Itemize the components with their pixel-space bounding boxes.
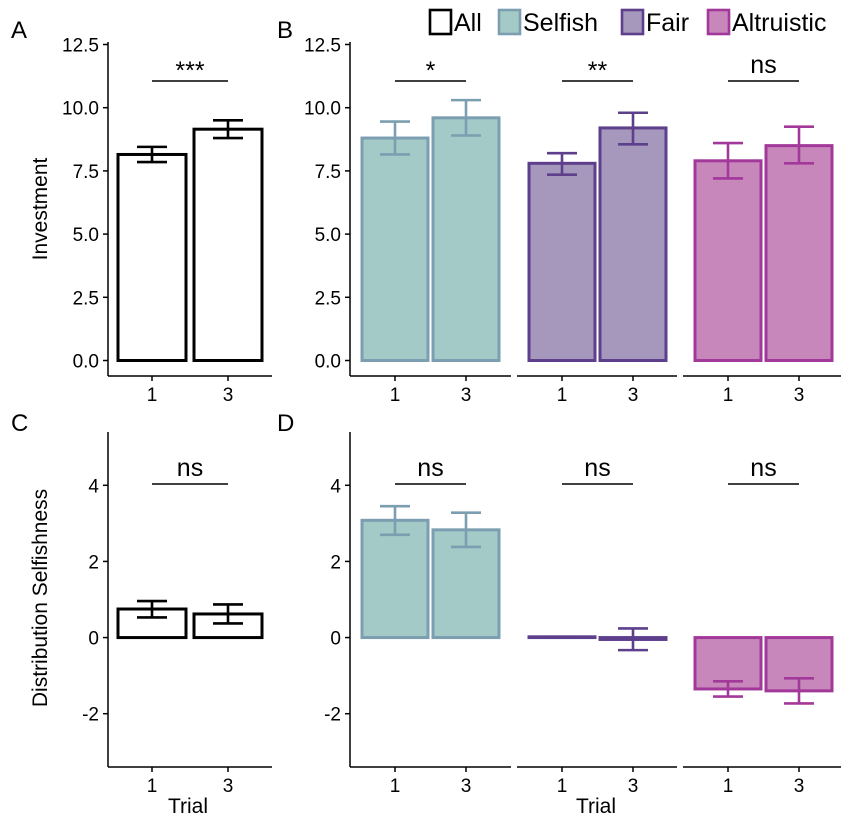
- panel-label-a: A: [11, 17, 27, 44]
- panel-b-altruistic-x-tick-label: 1: [723, 385, 734, 406]
- panel-b-selfish-x-tick-label: 3: [461, 385, 472, 406]
- x-axis-title-d: Trial: [576, 795, 616, 818]
- panel-d-selfish-x-tick-label: 1: [390, 776, 401, 797]
- panel-d-fair-x-tick-label: 1: [557, 776, 568, 797]
- panel-a-y-tick-label: 12.5: [62, 36, 99, 57]
- panel-a-y-tick-label: 5.0: [73, 225, 99, 246]
- panel-a-y-tick-label: 2.5: [73, 288, 99, 309]
- panel-b-selfish-x-tick-label: 1: [390, 385, 401, 406]
- panel-a-y-tick-label: 7.5: [73, 162, 99, 183]
- panel-c-all-x-tick-label: 3: [223, 776, 234, 797]
- legend: All Selfish Fair Altruistic: [428, 8, 826, 37]
- legend-label-fair: Fair: [646, 9, 689, 37]
- panel-d-y-tick-label: 2: [330, 552, 341, 573]
- panel-b-y-tick-label: 5.0: [315, 225, 341, 246]
- panel-c-y-tick-label: 2: [88, 552, 99, 573]
- panel-b: 0.0 2.5 5.0 7.5 10.0 12.5 1 3 * 1 3 ** 1 3 ns: [304, 36, 841, 406]
- panel-b-y-tick-label: 7.5: [315, 162, 341, 183]
- legend-label-selfish: Selfish: [523, 9, 598, 37]
- panel-d-altruistic-x-tick-label: 1: [723, 776, 734, 797]
- x-axis-title-c: Trial: [168, 795, 208, 818]
- panel-d-fair-x-tick-label: 3: [628, 776, 639, 797]
- panel-c-y-tick-label: 4: [88, 476, 99, 497]
- panel-label-c: C: [11, 410, 28, 437]
- legend-key-selfish: [497, 8, 522, 36]
- panel-d-selfish-x-tick-label: 3: [461, 776, 472, 797]
- panel-b-altruistic-bar: [693, 159, 763, 362]
- panel-a-y-tick-label: 0.0: [73, 352, 99, 373]
- panel-a-y-tick-label: 10.0: [62, 99, 99, 120]
- panel-c-all-significance: ns: [177, 454, 203, 482]
- legend-key-fair: [620, 8, 645, 36]
- panel-b-fair-x-tick-label: 3: [628, 385, 639, 406]
- panel-d-y-tick-label: 4: [330, 476, 341, 497]
- panel-c-y-tick-label: 0: [88, 629, 99, 650]
- panel-b-y-tick-label: 10.0: [304, 99, 341, 120]
- legend-key-all: [428, 8, 453, 36]
- legend-label-all: All: [454, 9, 482, 37]
- panel-a-all-bar: [192, 127, 264, 362]
- panel-b-selfish-bar: [360, 136, 430, 362]
- panel-c: -2 0 2 4 1 3 ns: [82, 432, 272, 797]
- legend-label-altruistic: Altruistic: [732, 9, 826, 37]
- y-axis-title-bottom: Distribution Selfishness: [29, 489, 52, 707]
- panel-c-y-tick-label: -2: [82, 705, 99, 726]
- panel-b-y-tick-label: 12.5: [304, 36, 341, 57]
- panel-d-selfish-bar: [360, 518, 430, 640]
- panel-a-all-bar: [116, 152, 188, 362]
- panel-d-altruistic-x-tick-label: 3: [794, 776, 805, 797]
- panel-label-b: B: [277, 17, 293, 44]
- panel-b-y-tick-label: 0.0: [315, 352, 341, 373]
- panel-d-altruistic-significance: ns: [750, 454, 776, 482]
- panel-a-all-x-tick-label: 3: [223, 385, 234, 406]
- panel-d: -2 0 2 4 1 3 ns 1 3 ns 1 3 ns: [324, 432, 841, 797]
- panel-b-y-tick-label: 2.5: [315, 288, 341, 309]
- panel-b-fair-bar: [527, 161, 597, 362]
- panel-b-fair-significance: **: [588, 57, 608, 85]
- panel-a: 0.0 2.5 5.0 7.5 10.0 12.5 1 3 ***: [62, 36, 272, 406]
- panel-b-altruistic-significance: ns: [750, 51, 776, 79]
- panel-b-altruistic-bar: [764, 144, 834, 362]
- panel-b-selfish-significance: *: [426, 57, 436, 85]
- panel-label-d: D: [277, 410, 294, 437]
- panel-d-selfish-significance: ns: [417, 454, 443, 482]
- panel-a-all-significance: ***: [175, 57, 204, 85]
- panel-b-selfish-bar: [431, 116, 501, 362]
- panel-b-fair-bar: [598, 126, 668, 363]
- panel-d-y-tick-label: -2: [324, 705, 341, 726]
- panel-c-all-x-tick-label: 1: [147, 776, 158, 797]
- panel-d-fair-significance: ns: [584, 454, 610, 482]
- y-axis-title-top: Investment: [29, 157, 52, 260]
- panel-b-fair-x-tick-label: 1: [557, 385, 568, 406]
- legend-key-altruistic: [706, 8, 731, 36]
- panel-a-all-x-tick-label: 1: [147, 385, 158, 406]
- panel-d-y-tick-label: 0: [330, 629, 341, 650]
- panel-b-altruistic-x-tick-label: 3: [794, 385, 805, 406]
